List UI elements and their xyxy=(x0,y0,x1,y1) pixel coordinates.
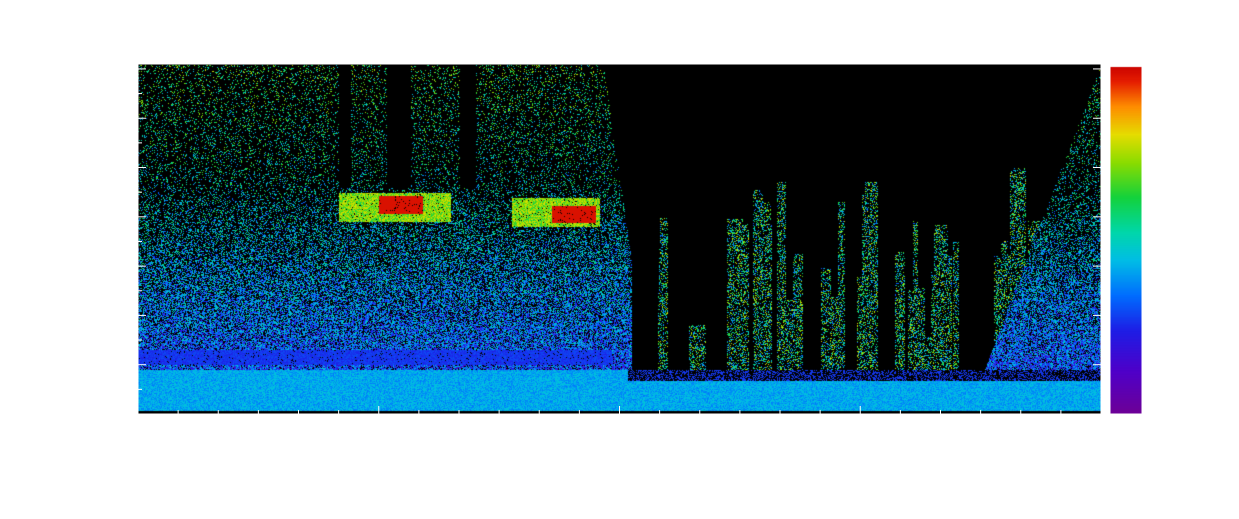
y-axis-label: Altitude (km) xyxy=(25,172,45,305)
x-axis: 00:00:002019-10-0506:00:002019-10-0512:0… xyxy=(90,406,1149,463)
x-tick-time: 00:00:00 xyxy=(99,426,176,445)
chart-title: MPLNET GSFC V3_L1_NRB xyxy=(30,23,283,47)
y-tick-label: 6 xyxy=(120,257,130,276)
x-tick-date: 2019-10-05 xyxy=(331,444,427,463)
colorbar-tick-label: 10 xyxy=(1154,160,1173,179)
colorbar xyxy=(1110,64,1142,414)
x-tick-date: 2019-10-05 xyxy=(90,444,186,463)
y-tick-label: 12 xyxy=(111,109,130,128)
x-tick-date: 2019-10-05 xyxy=(571,444,667,463)
x-tick-date: 2019-10-05 xyxy=(812,444,908,463)
x-axis-label: Date / Time (UTC) xyxy=(538,463,702,482)
x-tick-time: 12:00:00 xyxy=(581,426,658,445)
x-tick-date: 2019-10-06 xyxy=(1053,444,1149,463)
x-tick-time: 00:00:00 xyxy=(1062,426,1139,445)
x-tick-time: 06:00:00 xyxy=(340,426,417,445)
y-tick-label: 14 xyxy=(111,60,130,79)
y-tick-label: 0 xyxy=(120,405,130,424)
colorbar-axis: 1 10 xyxy=(1142,63,1173,354)
plot-border xyxy=(137,63,1102,415)
y-tick-label: 4 xyxy=(120,306,130,325)
y-tick-label: 2 xyxy=(120,356,130,375)
y-tick-label: 8 xyxy=(120,208,130,227)
colorbar-border xyxy=(1109,63,1143,415)
y-tick-label: 10 xyxy=(111,159,130,178)
x-tick-time: 18:00:00 xyxy=(822,426,899,445)
colorbar-label: Vol Depol Ratio (%) xyxy=(1192,142,1212,336)
y-axis: 0 2 4 6 8 10 12 14 xyxy=(111,60,1101,424)
colorbar-tick-label: 1 xyxy=(1154,335,1164,354)
depol-heatmap xyxy=(138,64,1101,414)
